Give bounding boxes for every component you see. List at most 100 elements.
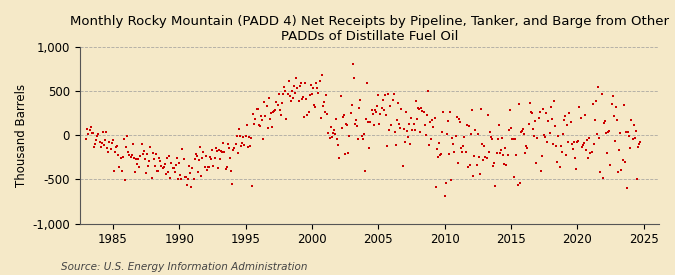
Point [103, 150, 114, 154]
Point [345, 111, 356, 115]
Point [632, 177, 643, 181]
Point [319, 100, 329, 104]
Point [606, 102, 617, 106]
Point [482, 113, 493, 118]
Point [375, 112, 386, 116]
Point [429, 116, 440, 120]
Point [376, 106, 387, 110]
Point [244, 135, 254, 139]
Point [620, 130, 631, 134]
Point [576, 145, 587, 149]
Point [409, 128, 420, 133]
Point [566, 142, 577, 146]
Point [130, 170, 140, 174]
Point [142, 152, 153, 156]
Point [199, 165, 210, 170]
Point [510, 137, 520, 142]
Point [456, 146, 466, 150]
Point [540, 134, 551, 139]
Point [111, 144, 122, 149]
Point [421, 112, 432, 117]
Point [395, 126, 406, 131]
Point [205, 155, 215, 160]
Point [290, 91, 300, 95]
Point [436, 152, 447, 156]
Point [572, 140, 583, 144]
Point [274, 108, 285, 112]
Point [545, 105, 556, 109]
Point [504, 108, 515, 112]
Point [279, 84, 290, 89]
Point [86, 130, 97, 135]
Point [82, 127, 92, 131]
Point [242, 145, 253, 149]
Point [430, 185, 441, 189]
Point [119, 178, 130, 183]
Point [614, 148, 624, 153]
Point [97, 141, 107, 145]
Point [277, 92, 288, 97]
Point [85, 125, 96, 129]
Point [626, 117, 637, 122]
Point [123, 149, 134, 154]
Point [458, 144, 468, 148]
Point [489, 161, 500, 165]
Point [394, 122, 404, 126]
Point [171, 163, 182, 167]
Point [269, 109, 279, 114]
Point [200, 153, 211, 158]
Point [516, 129, 527, 133]
Point [580, 147, 591, 152]
Point [449, 150, 460, 154]
Point [165, 176, 176, 180]
Point [177, 147, 188, 152]
Point [342, 123, 352, 127]
Point [554, 165, 565, 169]
Point [92, 134, 103, 139]
Point [134, 164, 144, 169]
Point [598, 120, 609, 125]
Point [217, 149, 227, 154]
Point [529, 134, 539, 138]
Point [173, 161, 184, 165]
Point [564, 111, 575, 115]
Point [469, 154, 480, 158]
Point [355, 98, 366, 102]
Point [107, 138, 118, 142]
Point [425, 120, 435, 125]
Point [514, 181, 525, 185]
Point [100, 138, 111, 143]
Point [190, 152, 201, 156]
Point [389, 130, 400, 134]
Point [582, 138, 593, 142]
Point [105, 146, 116, 151]
Point [341, 122, 352, 127]
Point [258, 137, 269, 142]
Point [383, 92, 394, 96]
Point [304, 93, 315, 97]
Point [419, 122, 430, 127]
Point [612, 118, 622, 123]
Point [112, 144, 123, 148]
Point [435, 152, 446, 157]
Point [251, 107, 262, 112]
Point [427, 118, 438, 122]
Point [325, 124, 336, 129]
Point [292, 85, 303, 90]
Point [604, 128, 615, 133]
Point [296, 81, 306, 85]
Point [402, 128, 412, 133]
Point [164, 153, 175, 158]
Point [462, 165, 473, 170]
Point [261, 104, 272, 109]
Point [412, 117, 423, 122]
Point [340, 152, 350, 156]
Point [275, 113, 286, 117]
Point [622, 186, 632, 190]
Point [161, 156, 172, 161]
Point [140, 157, 151, 161]
Point [227, 182, 238, 186]
Point [561, 153, 572, 158]
Point [508, 137, 518, 142]
Point [95, 145, 106, 150]
